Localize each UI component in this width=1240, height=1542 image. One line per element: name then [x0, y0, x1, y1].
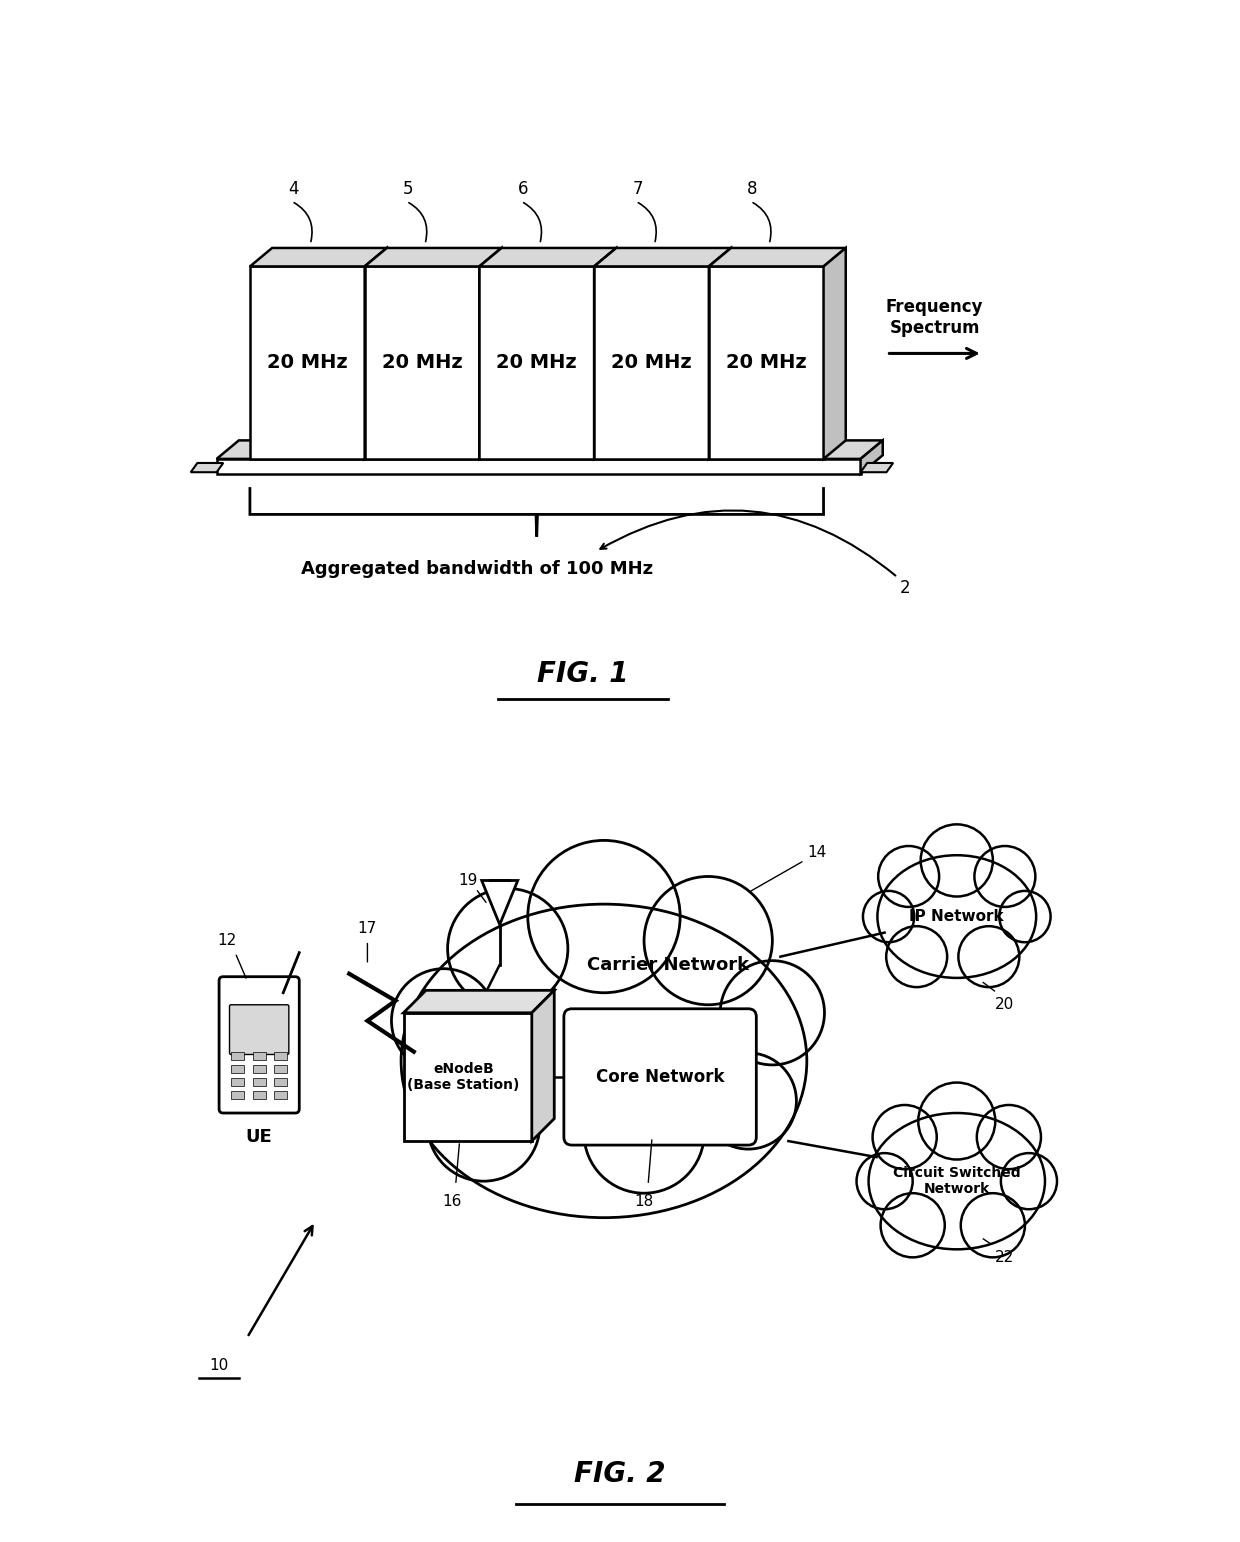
Circle shape: [878, 847, 939, 907]
Text: UE: UE: [246, 1129, 273, 1146]
Circle shape: [392, 968, 496, 1073]
Circle shape: [977, 1106, 1040, 1169]
Ellipse shape: [401, 904, 807, 1218]
Text: 20 MHz: 20 MHz: [382, 353, 463, 372]
Bar: [253, 1052, 265, 1059]
Circle shape: [920, 825, 993, 896]
Polygon shape: [480, 248, 501, 460]
Ellipse shape: [878, 856, 1037, 978]
Text: 20 MHz: 20 MHz: [496, 353, 577, 372]
Polygon shape: [481, 880, 518, 925]
Bar: [274, 1066, 288, 1073]
Circle shape: [701, 1053, 796, 1149]
Text: 22: 22: [996, 1251, 1014, 1264]
Bar: [231, 1052, 244, 1059]
Polygon shape: [365, 248, 501, 267]
Text: FIG. 2: FIG. 2: [574, 1460, 666, 1488]
FancyBboxPatch shape: [219, 976, 299, 1113]
Polygon shape: [594, 248, 732, 267]
Text: eNodeB
(Base Station): eNodeB (Base Station): [408, 1062, 520, 1092]
Circle shape: [528, 840, 680, 993]
Text: 19: 19: [458, 873, 477, 888]
Circle shape: [880, 1194, 945, 1257]
Polygon shape: [532, 990, 554, 1141]
Polygon shape: [709, 248, 846, 267]
Text: 17: 17: [358, 921, 377, 936]
Text: 5: 5: [403, 180, 413, 199]
Polygon shape: [217, 441, 883, 460]
Bar: [231, 1066, 244, 1073]
Circle shape: [720, 961, 825, 1066]
Polygon shape: [403, 990, 554, 1013]
Polygon shape: [403, 1013, 532, 1141]
Text: 4: 4: [288, 180, 299, 199]
Circle shape: [887, 927, 947, 987]
Text: Circuit Switched
Network: Circuit Switched Network: [893, 1166, 1021, 1197]
Text: 10: 10: [210, 1359, 228, 1372]
Bar: [274, 1078, 288, 1086]
Text: 7: 7: [632, 180, 642, 199]
Circle shape: [961, 1194, 1025, 1257]
Text: 6: 6: [517, 180, 528, 199]
Bar: [274, 1052, 288, 1059]
Circle shape: [448, 888, 568, 1008]
Text: 14: 14: [807, 845, 826, 860]
Bar: [253, 1090, 265, 1098]
Polygon shape: [594, 248, 616, 460]
Circle shape: [999, 891, 1050, 942]
Polygon shape: [594, 267, 709, 460]
Text: Frequency
Spectrum: Frequency Spectrum: [885, 298, 983, 338]
Circle shape: [863, 891, 914, 942]
Polygon shape: [823, 248, 846, 460]
Polygon shape: [861, 463, 893, 472]
Polygon shape: [709, 248, 732, 460]
Polygon shape: [250, 248, 387, 267]
Text: 20 MHz: 20 MHz: [611, 353, 692, 372]
Polygon shape: [480, 267, 594, 460]
Polygon shape: [191, 463, 223, 472]
Circle shape: [919, 1082, 996, 1160]
Circle shape: [873, 1106, 936, 1169]
Text: IP Network: IP Network: [909, 910, 1004, 924]
Circle shape: [644, 876, 773, 1005]
Text: 2: 2: [900, 580, 910, 597]
Circle shape: [1001, 1153, 1056, 1209]
Text: 20 MHz: 20 MHz: [725, 353, 806, 372]
Polygon shape: [217, 460, 861, 473]
Circle shape: [428, 1069, 539, 1181]
Text: FIG. 1: FIG. 1: [537, 660, 629, 688]
Polygon shape: [365, 248, 387, 460]
Text: 20 MHz: 20 MHz: [267, 353, 347, 372]
Polygon shape: [250, 267, 365, 460]
Bar: [253, 1078, 265, 1086]
Text: 18: 18: [635, 1194, 653, 1209]
Polygon shape: [365, 267, 480, 460]
Text: 12: 12: [217, 933, 237, 948]
Circle shape: [857, 1153, 913, 1209]
Text: Core Network: Core Network: [596, 1069, 724, 1086]
Text: Aggregated bandwidth of 100 MHz: Aggregated bandwidth of 100 MHz: [301, 560, 653, 578]
Bar: [231, 1078, 244, 1086]
Circle shape: [584, 1073, 704, 1194]
Text: 8: 8: [746, 180, 758, 199]
Text: Carrier Network: Carrier Network: [587, 956, 749, 973]
Circle shape: [959, 927, 1019, 987]
Circle shape: [975, 847, 1035, 907]
Bar: [274, 1090, 288, 1098]
Polygon shape: [861, 441, 883, 473]
Text: 20: 20: [996, 998, 1014, 1012]
Polygon shape: [709, 267, 823, 460]
Bar: [231, 1090, 244, 1098]
Text: 16: 16: [441, 1194, 461, 1209]
Bar: [253, 1066, 265, 1073]
FancyBboxPatch shape: [229, 1005, 289, 1055]
Polygon shape: [480, 248, 616, 267]
Ellipse shape: [868, 1113, 1045, 1249]
FancyBboxPatch shape: [564, 1008, 756, 1146]
